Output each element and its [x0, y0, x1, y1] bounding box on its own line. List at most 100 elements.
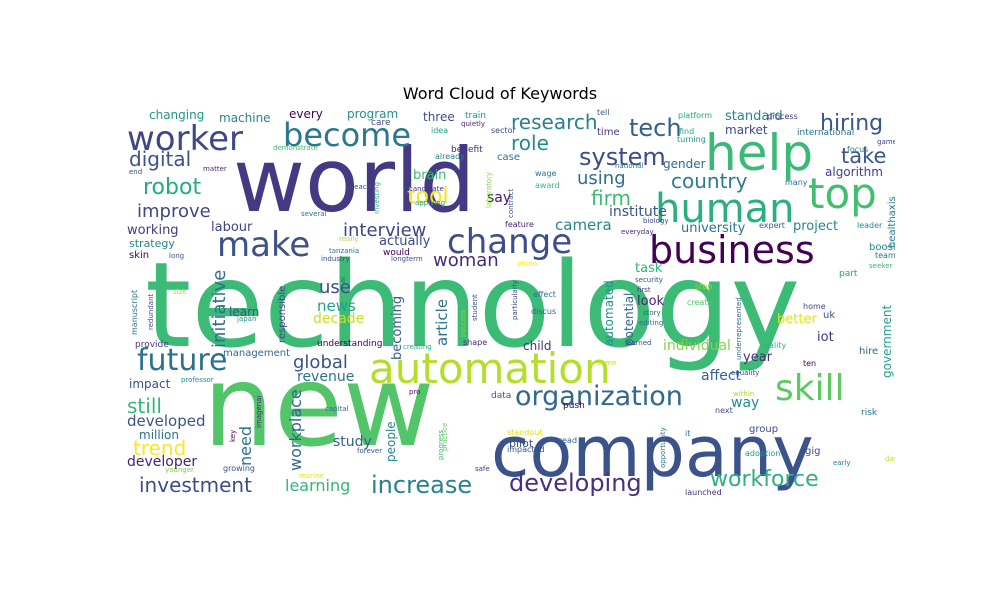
- word-workplace: workplace: [286, 389, 305, 471]
- word-interview: interview: [343, 220, 426, 241]
- word-find: find: [679, 127, 694, 136]
- word-article: article: [433, 299, 451, 346]
- word-provide: provide: [135, 340, 169, 350]
- word-news: news: [317, 297, 356, 315]
- word-creating: creating: [403, 343, 432, 351]
- word-year: year: [743, 350, 773, 365]
- word-worker: worker: [127, 119, 243, 159]
- word-institute: institute: [609, 204, 667, 220]
- word-feature: feature: [505, 220, 534, 229]
- word-younger: younger: [165, 466, 194, 474]
- word-boost: boost: [869, 242, 895, 253]
- word-using: using: [577, 168, 626, 189]
- word-expert: expert: [759, 221, 785, 230]
- word-gig: gig: [805, 446, 820, 457]
- word-capital: capital: [325, 405, 349, 413]
- word-pro: pro: [409, 388, 420, 396]
- word-impact: impact: [129, 377, 171, 391]
- word-digital: digital: [129, 147, 191, 171]
- word-changing: changing: [149, 108, 204, 122]
- word-every: every: [289, 108, 323, 121]
- word-university: university: [681, 221, 746, 236]
- word-potential: potential: [622, 293, 636, 346]
- word-project: project: [793, 219, 838, 234]
- word-machine: machine: [219, 111, 271, 125]
- word-award: award: [535, 181, 560, 190]
- word-growing: growing: [223, 464, 255, 473]
- word-key: key: [229, 430, 237, 442]
- word-top: top: [808, 169, 877, 218]
- word-initiative: initiative: [209, 270, 230, 348]
- word-increase: increase: [371, 471, 472, 498]
- word-international: international: [797, 128, 854, 138]
- chart-title: Word Cloud of Keywords: [402, 84, 598, 103]
- word-group: group: [749, 424, 778, 435]
- word-idea: idea: [431, 126, 448, 135]
- word-better: better: [777, 312, 817, 327]
- word-photo: photo: [517, 260, 537, 268]
- word-algorithm: algorithm: [825, 165, 883, 179]
- word-next: next: [715, 406, 733, 415]
- word-team: team: [875, 251, 895, 260]
- word-market: market: [725, 123, 768, 137]
- word-standout: standout: [507, 428, 542, 437]
- word-adoption: adoption: [745, 449, 780, 458]
- word-turning: turning: [677, 135, 706, 144]
- word-camera: camera: [555, 216, 612, 234]
- word-success: success: [459, 309, 467, 337]
- word-first: first: [637, 286, 651, 294]
- word-automation: automation: [369, 344, 611, 393]
- word-developed: developed: [127, 412, 205, 430]
- word-reality: reality: [761, 341, 787, 350]
- word-decade: decade: [313, 311, 364, 327]
- word-research: research: [511, 110, 598, 134]
- word-many: many: [785, 178, 808, 187]
- word-already: already: [435, 152, 465, 161]
- word-three: three: [423, 110, 455, 124]
- word-really: really: [339, 235, 358, 243]
- word-become: become: [283, 116, 411, 154]
- word-focus: focus: [847, 145, 868, 154]
- word-everyday: everyday: [621, 228, 654, 236]
- word-iot: iot: [817, 330, 834, 345]
- word-forever: forever: [357, 447, 382, 455]
- word-manuscript: manuscript: [130, 290, 139, 335]
- word-developer: developer: [127, 454, 197, 470]
- word-investing: investing: [373, 182, 381, 214]
- word-responsible: responsible: [277, 286, 288, 343]
- word-launched: launched: [685, 488, 722, 497]
- word-practice: practice: [441, 423, 449, 451]
- word-effect: effect: [533, 290, 556, 299]
- word-train: train: [465, 111, 486, 121]
- word-learned: learned: [625, 339, 651, 347]
- word-uk: uk: [823, 310, 835, 321]
- word-way: way: [731, 395, 759, 411]
- word-understanding: understanding: [317, 339, 382, 349]
- word-labour: labour: [211, 220, 253, 235]
- word-hiring: hiring: [820, 111, 883, 136]
- word-standard: standard: [725, 109, 783, 124]
- word-affect: affect: [701, 368, 742, 384]
- word-human: human: [655, 186, 795, 232]
- word-long: long: [169, 252, 184, 260]
- word-home: home: [803, 302, 826, 311]
- word-demonstrate: demonstrate: [273, 144, 318, 152]
- word-platform: platform: [678, 111, 712, 120]
- word-quietly: quietly: [461, 120, 485, 128]
- word-skin: skin: [129, 250, 149, 261]
- word-make: make: [217, 225, 310, 265]
- word-automated: automated: [602, 280, 616, 346]
- word-government: government: [880, 305, 894, 378]
- word-seeker: seeker: [869, 262, 892, 270]
- word-child: child: [523, 339, 552, 353]
- word-marine: marine: [299, 472, 324, 480]
- word-benefit: benefit: [451, 145, 483, 155]
- word-contract: contract: [507, 189, 515, 218]
- word-redundant: redundant: [147, 293, 155, 330]
- word-program: program: [347, 108, 398, 121]
- word-becoming: becoming: [390, 296, 405, 360]
- word-world: world: [233, 129, 475, 232]
- word-early: early: [833, 459, 851, 467]
